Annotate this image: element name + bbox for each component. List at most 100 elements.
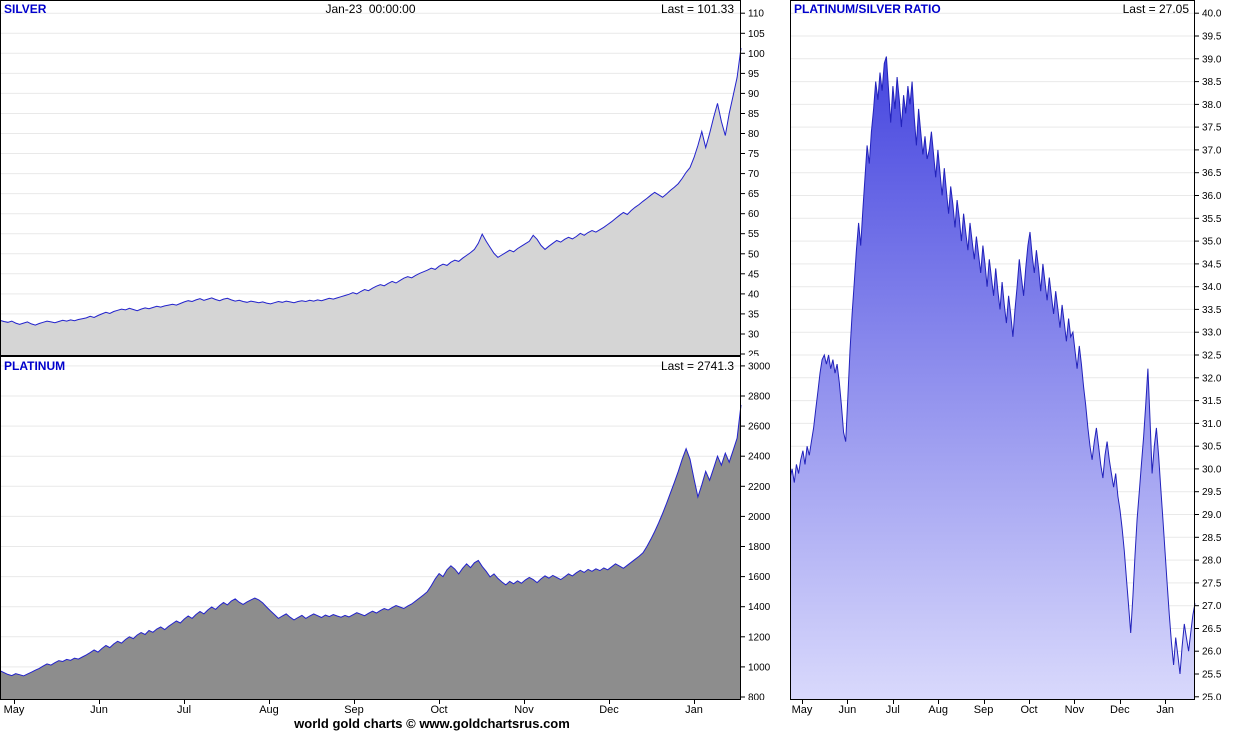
svg-text:70: 70	[748, 169, 760, 180]
platinum-title: PLATINUM	[4, 359, 66, 373]
x-axis-month-label: Jul	[176, 704, 192, 716]
silver-last-value: Last = 101.33	[660, 2, 734, 16]
x-axis-tick	[847, 700, 849, 704]
x-axis-month-label: Nov	[1064, 704, 1085, 716]
x-axis-month-label: Jan	[1156, 704, 1175, 716]
svg-text:30.0: 30.0	[1202, 464, 1222, 475]
svg-text:35.5: 35.5	[1202, 214, 1222, 225]
x-axis-tick	[983, 700, 985, 704]
svg-text:1200: 1200	[748, 632, 771, 643]
svg-text:1800: 1800	[748, 542, 771, 553]
ratio-xaxis: May Jun Jul Aug Sep Oct Nov Dec Jan	[790, 700, 1240, 718]
svg-text:35: 35	[748, 309, 760, 320]
svg-text:32.0: 32.0	[1202, 373, 1222, 384]
svg-text:32.5: 32.5	[1202, 351, 1222, 362]
silver-platinum-xaxis: May Jun Jul Aug Sep Oct Nov Dec Jan	[0, 700, 772, 718]
svg-text:33.5: 33.5	[1202, 305, 1222, 316]
svg-text:2800: 2800	[748, 392, 771, 403]
silver-timestamp: Jan-23 00:00:00	[325, 2, 416, 16]
x-axis-month-label: Dec	[599, 704, 619, 716]
svg-text:30: 30	[748, 330, 760, 341]
svg-text:110: 110	[748, 9, 764, 20]
svg-text:36.5: 36.5	[1202, 168, 1222, 179]
x-axis-month-label: May	[791, 704, 813, 716]
svg-text:800: 800	[748, 693, 765, 701]
svg-text:105: 105	[748, 29, 765, 40]
svg-text:27.5: 27.5	[1202, 578, 1222, 589]
x-axis-tick	[14, 700, 15, 704]
svg-text:40: 40	[748, 289, 760, 300]
svg-text:90: 90	[748, 89, 760, 100]
x-axis-month-label: Oct	[430, 704, 448, 716]
svg-text:34.5: 34.5	[1202, 259, 1222, 270]
x-axis-month-label: Jan	[685, 704, 703, 716]
x-axis-month-label: Sep	[973, 704, 994, 716]
silver-title: SILVER	[4, 2, 47, 16]
svg-text:2400: 2400	[748, 452, 771, 463]
x-axis-month-label: Jul	[885, 704, 900, 716]
x-axis-month-label: Jun	[90, 704, 108, 716]
x-axis-tick	[938, 700, 940, 704]
svg-text:37.0: 37.0	[1202, 145, 1222, 156]
x-axis-month-label: Dec	[1110, 704, 1130, 716]
svg-text:1400: 1400	[748, 602, 771, 613]
svg-text:1000: 1000	[748, 662, 771, 673]
svg-text:2200: 2200	[748, 482, 771, 493]
svg-text:26.0: 26.0	[1202, 647, 1222, 658]
x-axis-month-label: Sep	[344, 704, 364, 716]
svg-text:35.0: 35.0	[1202, 237, 1222, 248]
svg-text:26.5: 26.5	[1202, 624, 1222, 635]
svg-text:40.0: 40.0	[1202, 9, 1222, 20]
ratio-title: PLATINUM/SILVER RATIO	[794, 2, 941, 16]
x-axis-tick	[184, 700, 185, 704]
svg-text:39.5: 39.5	[1202, 32, 1222, 43]
svg-text:37.5: 37.5	[1202, 123, 1222, 134]
svg-text:1600: 1600	[748, 572, 771, 583]
svg-text:3000: 3000	[748, 361, 771, 372]
x-axis-month-label: Oct	[1020, 704, 1038, 716]
ratio-last-value: Last = 27.05	[1122, 2, 1189, 16]
svg-text:95: 95	[748, 69, 760, 80]
svg-text:50: 50	[748, 249, 760, 260]
svg-text:80: 80	[748, 129, 760, 140]
x-axis-tick	[1029, 700, 1030, 704]
svg-text:85: 85	[748, 109, 760, 120]
svg-text:25.0: 25.0	[1202, 692, 1222, 700]
svg-text:29.5: 29.5	[1202, 487, 1222, 498]
platinum-chart: 800 1000 1200 1400 1600 1800 2000 2200 2400 2600 2…	[0, 356, 771, 701]
svg-text:30.5: 30.5	[1202, 442, 1222, 453]
svg-text:25.5: 25.5	[1202, 670, 1222, 681]
x-axis-month-label: May	[3, 704, 25, 716]
x-axis-month-label: Aug	[259, 704, 279, 716]
svg-text:38.5: 38.5	[1202, 77, 1222, 88]
x-axis-tick	[892, 700, 894, 704]
svg-text:2000: 2000	[748, 512, 771, 523]
x-axis-tick	[609, 700, 610, 704]
svg-text:28.5: 28.5	[1202, 533, 1222, 544]
svg-text:29.0: 29.0	[1202, 510, 1222, 521]
svg-text:60: 60	[748, 209, 760, 220]
x-axis-tick	[269, 700, 270, 704]
x-axis-tick	[1165, 700, 1167, 704]
chart-caption: world gold charts © www.goldchartsrus.co…	[294, 716, 570, 731]
svg-text:27.0: 27.0	[1202, 601, 1222, 612]
silver-chart: 25 30 35 40 45 50 55 60 65 70 75 80 85 90 95 100 105 110	[0, 0, 765, 357]
x-axis-tick	[524, 700, 525, 704]
svg-text:100: 100	[748, 49, 765, 60]
svg-text:28.0: 28.0	[1202, 556, 1222, 567]
x-axis-month-label: Aug	[928, 704, 948, 716]
svg-text:25: 25	[748, 350, 760, 357]
svg-text:31.0: 31.0	[1202, 419, 1222, 430]
svg-text:39.0: 39.0	[1202, 54, 1222, 65]
x-axis-tick	[1119, 700, 1121, 704]
x-axis-tick	[802, 700, 803, 704]
svg-text:65: 65	[748, 189, 760, 200]
x-axis-tick	[439, 700, 440, 704]
x-axis-month-label: Nov	[514, 704, 534, 716]
svg-text:45: 45	[748, 269, 760, 280]
svg-text:38.0: 38.0	[1202, 100, 1222, 111]
svg-text:2600: 2600	[748, 422, 771, 433]
platinum-silver-ratio-chart: 25.0 25.5 26.0 26.5 27.0 27.5 28.0 28.5 29.0 29.5…	[790, 0, 1222, 700]
x-axis-tick	[354, 700, 355, 704]
